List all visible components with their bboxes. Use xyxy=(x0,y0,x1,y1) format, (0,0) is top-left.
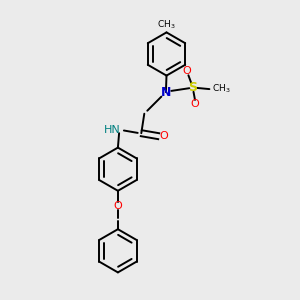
Text: N: N xyxy=(161,85,171,99)
Text: O: O xyxy=(113,201,122,211)
Text: HN: HN xyxy=(104,125,121,135)
Text: CH$_3$: CH$_3$ xyxy=(212,83,230,95)
Text: O: O xyxy=(182,66,191,76)
Text: CH$_3$: CH$_3$ xyxy=(157,18,176,31)
Text: O: O xyxy=(160,131,168,141)
Text: S: S xyxy=(188,81,197,94)
Text: O: O xyxy=(190,99,199,109)
